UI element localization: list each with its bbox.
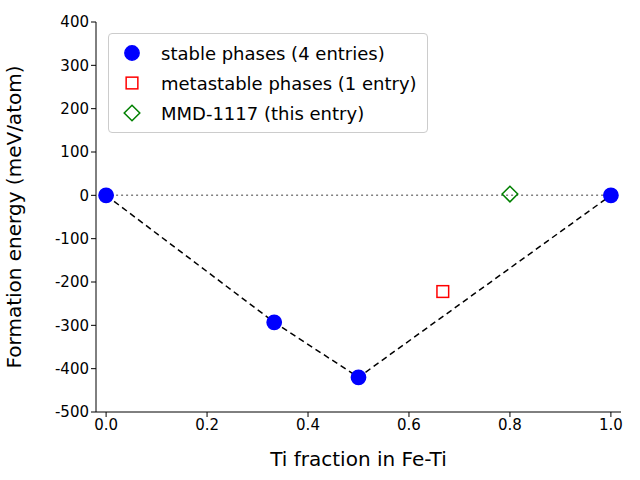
svg-text:-200: -200: [55, 273, 89, 291]
svg-text:-100: -100: [55, 230, 89, 248]
svg-text:Formation energy (meV/atom): Formation energy (meV/atom): [8, 66, 26, 369]
svg-text:1.0: 1.0: [599, 416, 623, 434]
svg-text:0: 0: [79, 187, 89, 205]
svg-text:-400: -400: [55, 360, 89, 378]
html-text:metastable phases (1 entry): metastable phases (1 entry): [161, 72, 417, 94]
svg-text:0.0: 0.0: [94, 416, 118, 434]
svg-text:0.4: 0.4: [296, 416, 320, 434]
svg-text:-300: -300: [55, 317, 89, 335]
svg-text:300: 300: [60, 57, 89, 75]
svg-text:200: 200: [60, 100, 89, 118]
html-text:stable phases (4 entries): stable phases (4 entries): [161, 42, 385, 64]
svg-text:-500: -500: [55, 403, 89, 421]
svg-text:400: 400: [60, 13, 89, 31]
svg-text:0.2: 0.2: [195, 416, 219, 434]
svg-text:0.6: 0.6: [397, 416, 421, 434]
svg-text:Ti fraction in Fe-Ti: Ti fraction in Fe-Ti: [269, 447, 447, 471]
svg-text:100: 100: [60, 143, 89, 161]
svg-text:0.8: 0.8: [498, 416, 522, 434]
html-text:MMD-1117 (this entry): MMD-1117 (this entry): [161, 102, 365, 124]
